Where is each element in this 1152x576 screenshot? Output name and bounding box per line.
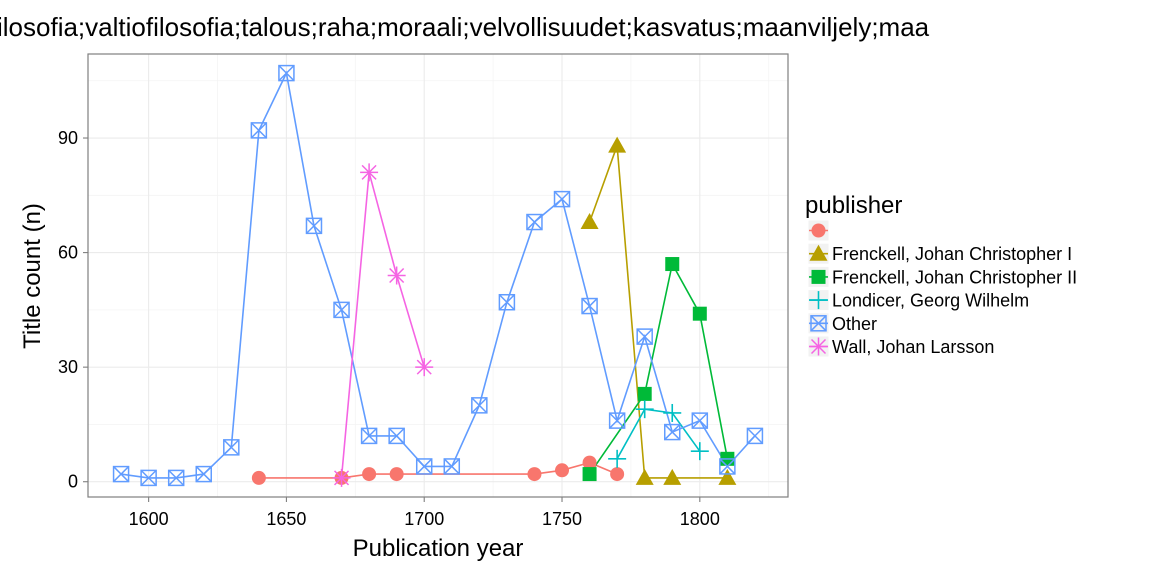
data-point-series-1	[635, 468, 654, 485]
legend-key-marker	[811, 223, 826, 238]
y-tick-label: 0	[68, 472, 78, 492]
data-point-series-4	[112, 465, 130, 483]
data-point-series-4	[553, 190, 571, 208]
legend-label: Wall, Johan Larsson	[832, 337, 994, 357]
legend-item	[807, 219, 830, 242]
legend-key-marker	[811, 269, 826, 284]
data-point-series-3	[690, 442, 709, 461]
data-point-series-4	[333, 301, 350, 319]
data-point-series-2	[692, 306, 707, 321]
x-tick-label: 1800	[680, 509, 720, 529]
data-point-series-4	[278, 64, 295, 82]
x-axis: 1600 1650 1700 1750 1800	[129, 497, 720, 529]
grid-lines	[88, 54, 788, 497]
data-point-series-4	[746, 427, 764, 445]
data-point-series-2	[665, 257, 680, 272]
series-line-4	[120, 70, 756, 479]
y-axis-label: Title count (n)	[19, 203, 46, 349]
legend-label: Other	[832, 314, 877, 334]
data-point-series-3	[663, 403, 682, 422]
series-lines	[120, 70, 756, 479]
legend-title: publisher	[805, 192, 902, 219]
data-point-series-1	[663, 468, 682, 485]
data-point-series-1	[608, 136, 627, 153]
data-point-series-1	[718, 468, 737, 485]
y-tick-label: 30	[58, 357, 78, 377]
data-point-series-4	[250, 122, 268, 139]
legend-label: Frenckell, Johan Christopher I	[832, 244, 1072, 264]
series-points	[112, 64, 764, 487]
data-point-series-0	[582, 455, 597, 470]
y-tick-label: 90	[58, 128, 78, 148]
data-point-series-1	[580, 213, 599, 230]
data-point-series-4	[608, 412, 626, 429]
x-tick-label: 1700	[404, 509, 444, 529]
plot-panel	[87, 53, 789, 498]
data-point-series-4	[305, 217, 323, 235]
legend-item: Frenckell, Johan Christopher I	[807, 242, 1072, 265]
data-point-series-5	[332, 468, 351, 487]
data-point-series-0	[527, 467, 542, 482]
data-point-series-4	[719, 458, 736, 475]
data-point-series-4	[443, 458, 461, 475]
series-line-3	[616, 408, 701, 460]
legend-item: Wall, Johan Larsson	[807, 335, 994, 358]
y-tick-label: 60	[58, 243, 78, 263]
data-point-series-4	[636, 328, 653, 345]
data-point-series-0	[362, 467, 377, 482]
x-tick-label: 1750	[542, 509, 582, 529]
data-point-series-5	[415, 358, 434, 377]
chart-title: ilosofia;valtiofilosofia;talous;raha;mor…	[0, 12, 930, 42]
data-point-series-4	[223, 439, 240, 456]
data-point-series-4	[498, 293, 516, 311]
data-point-series-0	[251, 470, 266, 485]
data-point-series-2	[582, 467, 597, 482]
legend-label: Londicer, Georg Wilhelm	[832, 291, 1029, 311]
data-point-series-2	[637, 386, 652, 401]
data-point-series-0	[555, 463, 570, 478]
data-point-series-3	[635, 400, 654, 419]
x-axis-label: Publication year	[353, 535, 524, 562]
data-point-series-0	[610, 467, 625, 482]
series-line-2	[588, 261, 729, 475]
data-point-series-4	[140, 469, 157, 487]
data-point-series-3	[608, 449, 627, 468]
legend-key-marker	[810, 315, 827, 332]
legend: publisher Frenckell, Johan Christopher I…	[805, 192, 1077, 358]
legend-item: Other	[807, 312, 877, 335]
data-point-series-4	[415, 458, 433, 475]
data-point-series-4	[167, 469, 185, 487]
panel-border	[87, 53, 789, 498]
legend-item: Frenckell, Johan Christopher II	[807, 265, 1077, 288]
x-tick-label: 1600	[129, 509, 169, 529]
legend-items: Frenckell, Johan Christopher I Frenckell,…	[807, 219, 1077, 358]
data-point-series-0	[389, 467, 404, 482]
data-point-series-4	[526, 213, 543, 231]
legend-key-marker	[809, 337, 828, 356]
legend-item: Londicer, Georg Wilhelm	[807, 289, 1029, 312]
data-point-series-4	[581, 297, 598, 315]
data-point-series-4	[388, 427, 405, 445]
data-point-series-4	[195, 465, 212, 483]
data-point-series-5	[387, 266, 406, 285]
legend-key-marker	[809, 244, 828, 261]
x-tick-label: 1650	[266, 509, 306, 529]
data-point-series-4	[664, 423, 681, 441]
series-line-5	[340, 172, 425, 478]
data-point-series-5	[360, 163, 379, 182]
legend-key-marker	[809, 291, 828, 310]
data-point-series-4	[691, 412, 709, 429]
data-point-series-4	[471, 397, 488, 414]
y-axis: 0 30 60 90	[58, 128, 88, 492]
legend-label: Frenckell, Johan Christopher II	[832, 267, 1077, 287]
data-point-series-4	[360, 427, 378, 445]
